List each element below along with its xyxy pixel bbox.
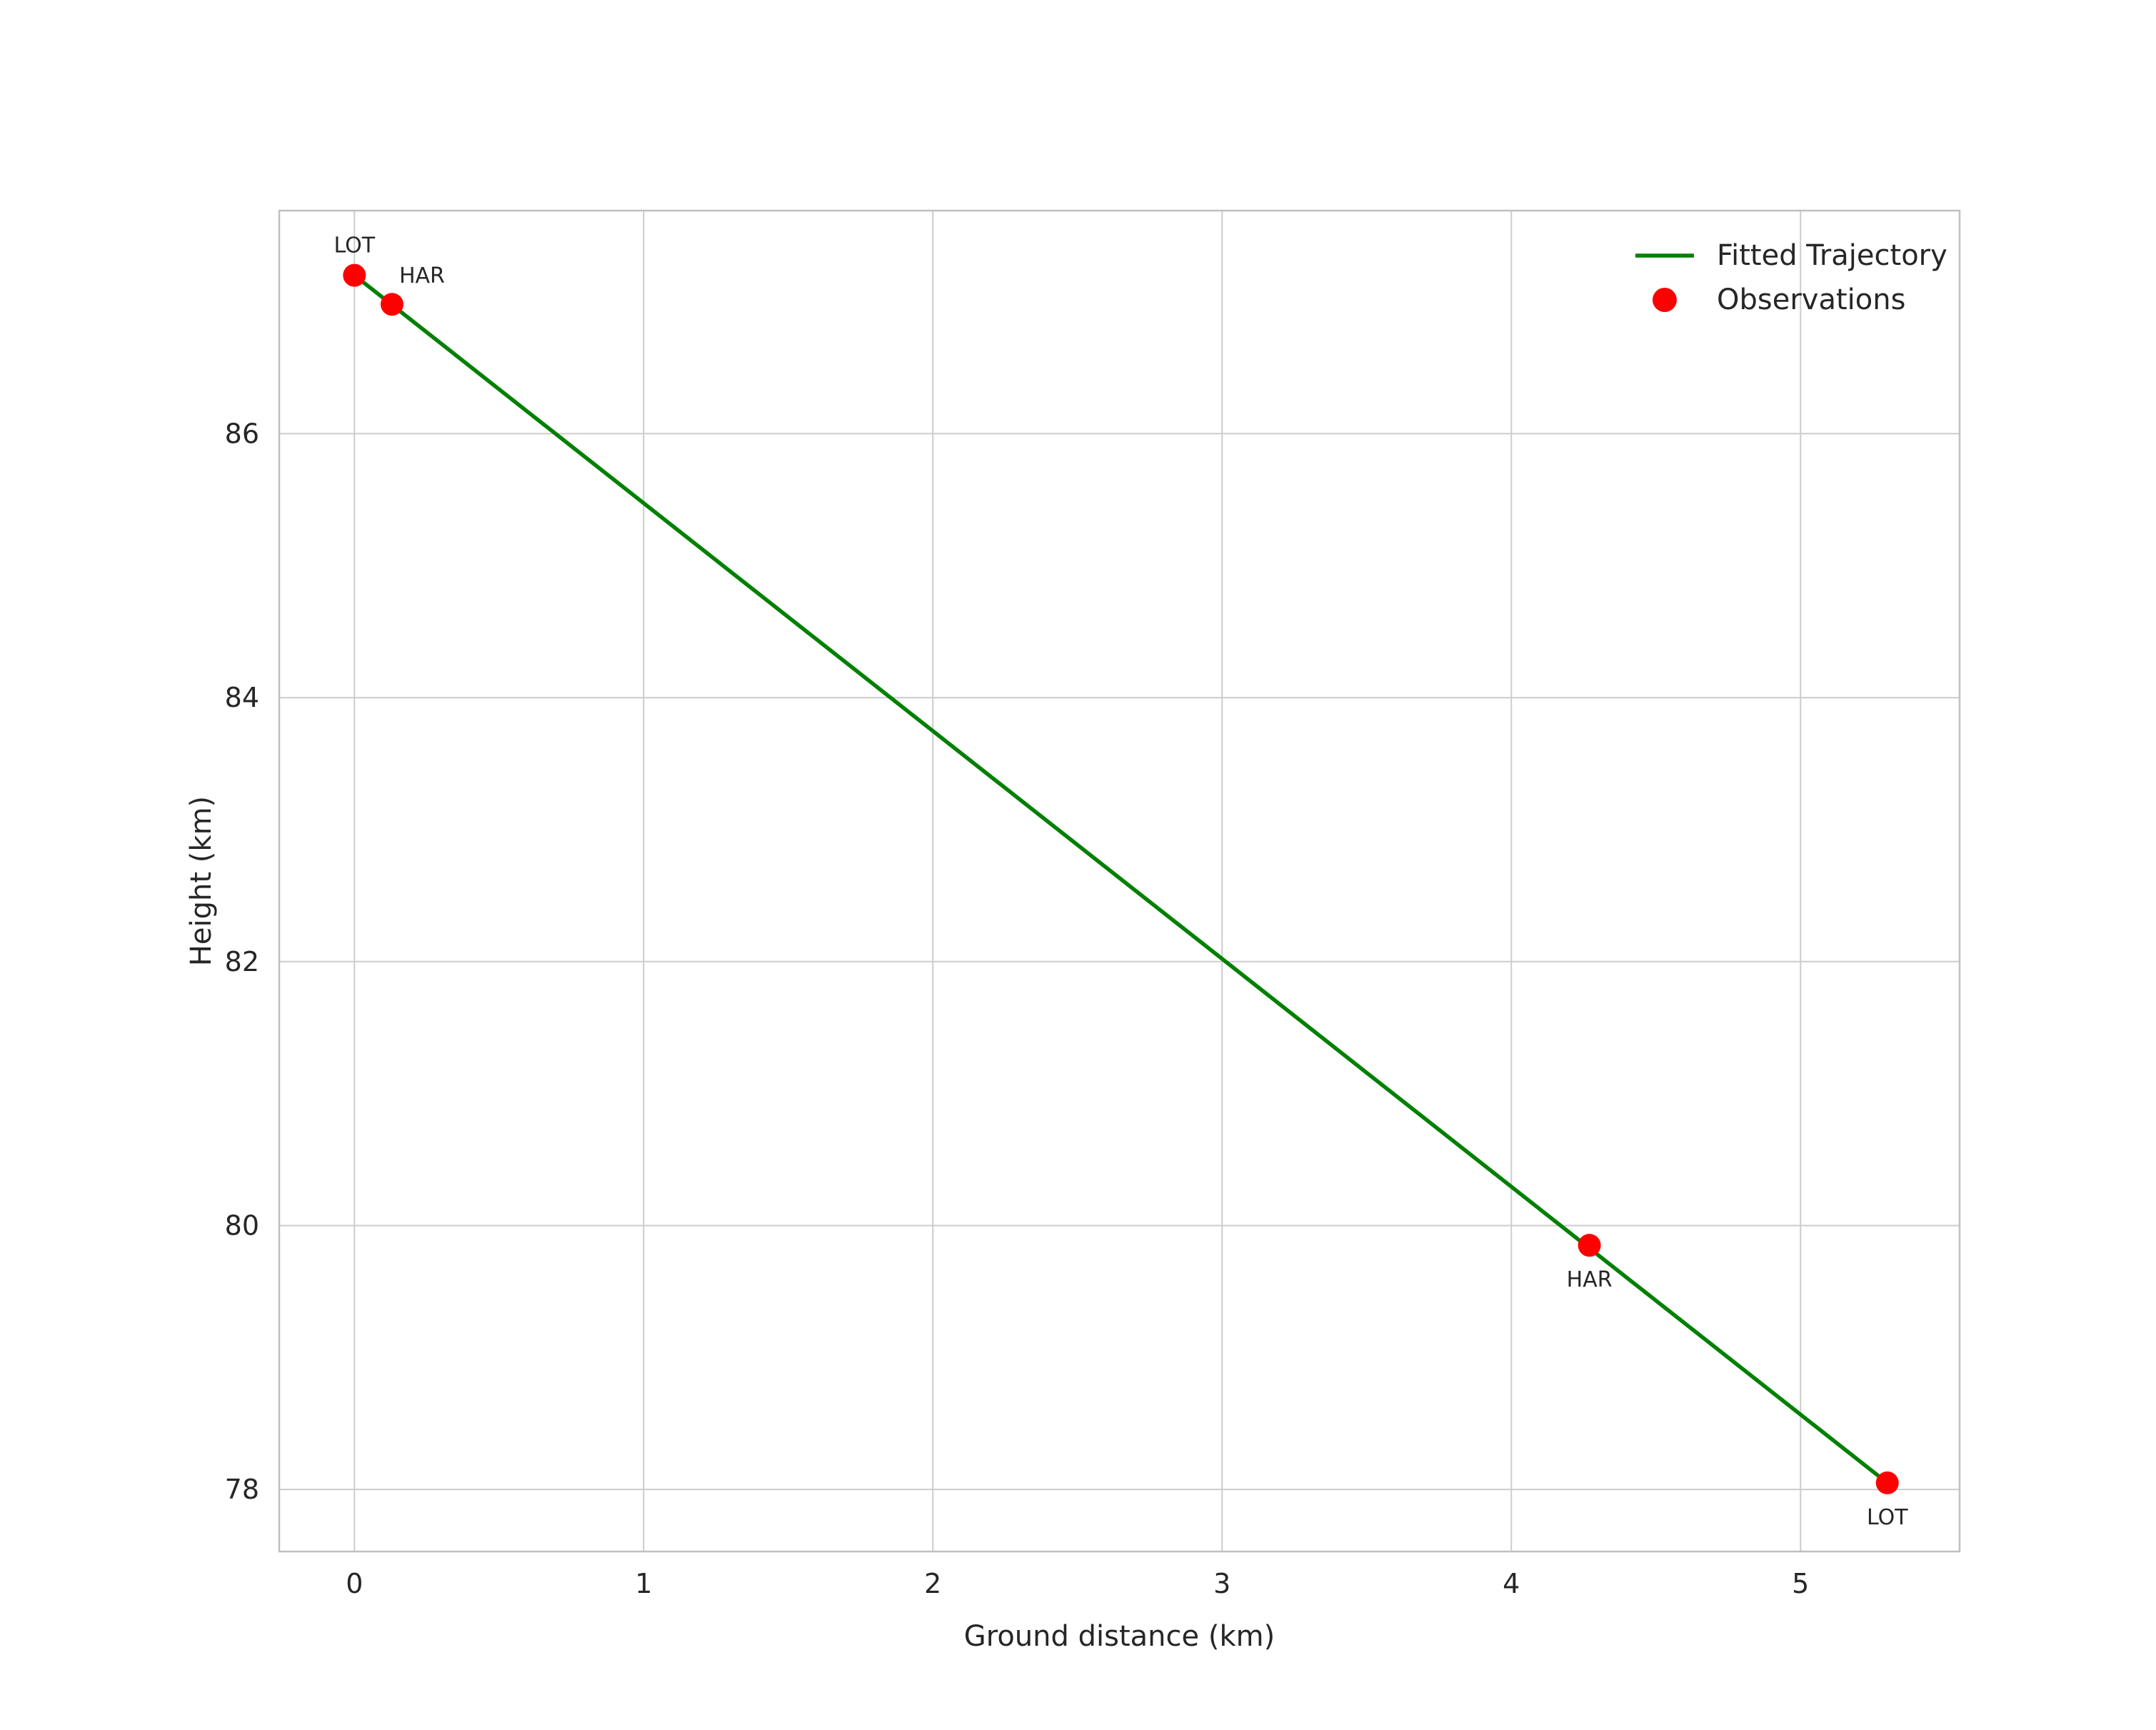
observation-point: [1875, 1471, 1899, 1494]
observation-point: [380, 293, 403, 316]
fitted-trajectory-line: [352, 273, 1890, 1485]
x-tick-label: 1: [635, 1568, 652, 1599]
plot-area-border: [278, 209, 1961, 1553]
y-axis-label: Height (km): [185, 796, 218, 966]
observation-label: HAR: [1567, 1267, 1613, 1292]
y-tick-label: 80: [225, 1210, 259, 1241]
y-tick-label: 86: [225, 418, 259, 449]
y-tick-label: 84: [225, 682, 259, 713]
observation-label: HAR: [399, 263, 445, 288]
y-tick-label: 78: [225, 1474, 259, 1505]
x-tick-label: 3: [1213, 1568, 1230, 1599]
x-axis-label: Ground distance (km): [964, 1620, 1275, 1653]
legend-point-sample: [1653, 288, 1677, 312]
observation-label: LOT: [1867, 1505, 1908, 1530]
y-tick-label: 82: [225, 946, 259, 977]
observation-label: LOT: [334, 233, 376, 258]
x-tick-label: 4: [1503, 1568, 1520, 1599]
observation-point: [343, 263, 366, 287]
x-tick-label: 5: [1792, 1568, 1809, 1599]
x-tick-label: 2: [924, 1568, 941, 1599]
legend-label: Observations: [1717, 283, 1905, 316]
legend-label: Fitted Trajectory: [1717, 239, 1947, 272]
x-tick-label: 0: [346, 1568, 363, 1599]
observation-point: [1578, 1234, 1601, 1257]
